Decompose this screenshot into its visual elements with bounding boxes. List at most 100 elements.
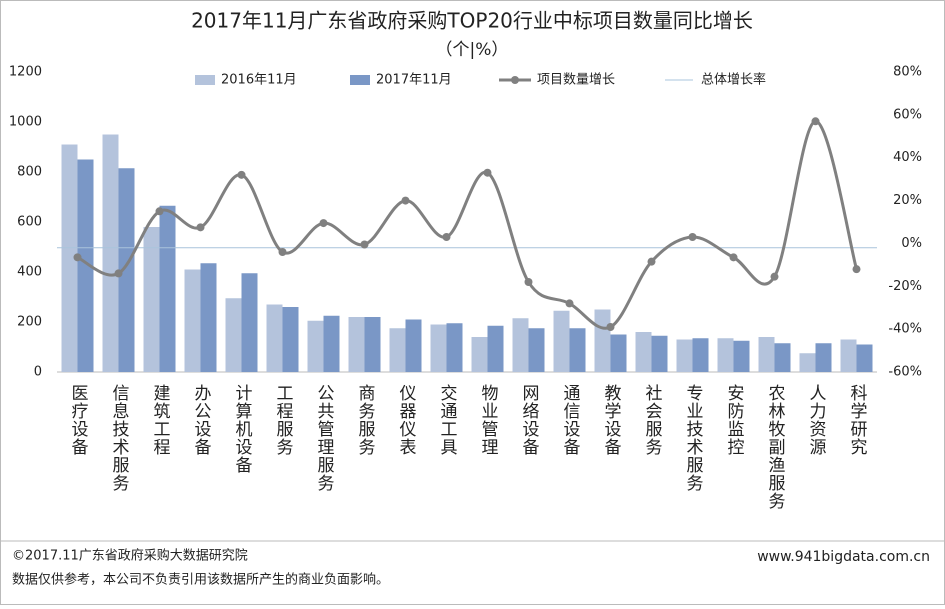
bar (241, 273, 258, 372)
line-point (565, 299, 574, 308)
bar (594, 309, 611, 372)
bar (307, 320, 324, 372)
line-point (114, 269, 123, 278)
line-point (852, 265, 861, 274)
legend-label: 2017年11月 (376, 73, 452, 88)
x-tick-label: 信息技术服务 (109, 384, 130, 492)
y-tick-label: 600 (17, 215, 42, 230)
x-tick-label: 工程服务 (273, 384, 294, 456)
legend-swatch (195, 75, 215, 85)
y2-tick-label: -40% (888, 322, 922, 337)
bar (610, 334, 627, 372)
line-point (278, 248, 287, 256)
y-tick-label: 1000 (9, 115, 42, 130)
bar (733, 340, 750, 372)
footer-note: 数据仅供参考，本公司不负责引用该数据所产生的商业负面影响。 (12, 572, 389, 588)
y2-tick-label: -60% (888, 365, 922, 380)
line-point (73, 253, 82, 262)
y2-tick-label: 0% (901, 236, 922, 251)
x-tick-label: 农林牧副渔服务 (765, 384, 786, 510)
bar (758, 337, 775, 372)
line-point (647, 257, 656, 266)
y-tick-label: 800 (17, 165, 42, 180)
legend-swatch (350, 75, 370, 85)
legend-label: 总体增长率 (701, 72, 766, 88)
line-point (688, 233, 697, 241)
bar (528, 328, 545, 372)
x-tick-label: 公共管理服务 (314, 384, 335, 492)
x-tick-label: 社会服务 (642, 384, 663, 456)
bar (446, 323, 463, 372)
x-tick-label: 办公设备 (191, 384, 212, 456)
y-tick-label: 400 (17, 265, 42, 280)
y-tick-label: 0 (34, 365, 42, 380)
footer-website: www.941bigdata.com.cn (757, 549, 930, 565)
line-point (729, 253, 738, 262)
x-tick-label: 网络设备 (519, 384, 540, 456)
bar (815, 343, 832, 372)
bar (840, 339, 857, 372)
x-tick-label: 安防监控 (724, 384, 745, 456)
bar (774, 343, 791, 372)
y2-tick-label: -20% (888, 279, 922, 294)
line-point (606, 323, 615, 331)
line-point (483, 168, 492, 177)
line-point (360, 240, 369, 249)
bar (553, 310, 570, 372)
x-tick-label: 医疗设备 (68, 384, 89, 456)
bar (102, 134, 119, 372)
bar (651, 335, 668, 372)
line-point (237, 170, 246, 179)
x-tick-label: 商务服务 (355, 384, 376, 456)
x-tick-label: 通信设备 (560, 384, 581, 456)
y2-tick-label: 60% (893, 107, 922, 122)
bar (323, 315, 340, 372)
bar (856, 344, 873, 372)
bar (569, 328, 586, 372)
bar (635, 332, 652, 372)
x-tick-label: 仪器仪表 (396, 384, 417, 456)
bar (676, 339, 693, 372)
y2-tick-label: 80% (893, 65, 922, 80)
line-point (155, 207, 164, 216)
legend-swatch (511, 76, 519, 84)
bar (118, 168, 135, 372)
bar (717, 338, 734, 372)
chart-subtitle: （个|%） (436, 40, 509, 60)
x-tick-label: 专业技术服务 (683, 384, 704, 492)
bar (143, 227, 160, 372)
line-point (811, 117, 820, 126)
bar (282, 307, 299, 372)
footer-source: ©2017.11广东省政府采购大数据研究院 (12, 548, 248, 564)
bar (389, 328, 406, 372)
y2-tick-label: 40% (893, 150, 922, 165)
bar (430, 324, 447, 372)
bar (61, 144, 78, 372)
chart-title: 2017年11月广东省政府采购TOP20行业中标项目数量同比增长 (191, 9, 753, 33)
bar (225, 298, 242, 372)
x-tick-label: 建筑工程 (150, 384, 171, 456)
bar (348, 317, 365, 372)
line-point (196, 223, 205, 232)
bar (184, 269, 201, 372)
bar (799, 353, 816, 372)
bar (159, 205, 176, 372)
bar (512, 318, 529, 372)
line-point (319, 219, 328, 228)
bar (405, 319, 422, 372)
x-tick-label: 科学研究 (847, 384, 868, 456)
x-tick-label: 物业管理 (478, 384, 499, 456)
bar (77, 159, 94, 372)
bar (266, 304, 283, 372)
bar (487, 325, 504, 372)
bar (364, 317, 381, 372)
legend-label: 项目数量增长 (537, 73, 615, 88)
line-point (770, 272, 779, 281)
bar (200, 263, 217, 372)
y-tick-label: 1200 (9, 65, 42, 80)
bar (471, 337, 488, 372)
y2-tick-label: 20% (893, 193, 922, 208)
y-tick-label: 200 (17, 315, 42, 330)
